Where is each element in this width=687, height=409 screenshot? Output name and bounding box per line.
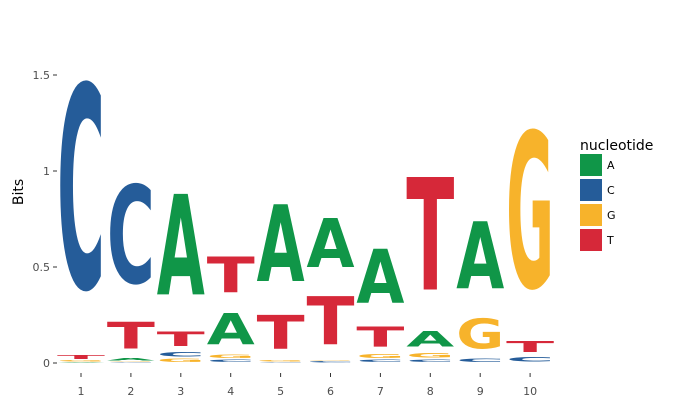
glyph-pos8-C: C: [406, 359, 454, 363]
glyph-pos3-T: T: [157, 328, 205, 351]
glyph-pos4-C: C: [207, 359, 255, 363]
legend-key-t: [580, 229, 602, 251]
glyph-pos6-T: T: [307, 285, 356, 361]
legend-key-a: [580, 154, 602, 176]
x-tick-label: 8: [427, 385, 434, 398]
glyph-pos5-C: C: [257, 362, 305, 363]
glyph-pos4-G: G: [207, 354, 255, 359]
x-tick-label: 3: [177, 385, 184, 398]
y-tick-label: 1: [43, 165, 50, 178]
glyph-pos2-C: C: [107, 362, 155, 363]
glyph-pos8-T: T: [406, 148, 454, 327]
glyph-pos1-T: T: [57, 354, 105, 360]
y-tick-label: 1.5: [33, 69, 51, 82]
x-tick-label: 2: [127, 385, 134, 398]
glyph-pos6-A: A: [307, 206, 355, 284]
y-axis-title: Bits: [11, 179, 27, 205]
glyph-pos3-G: G: [157, 358, 205, 363]
x-tick-label: 7: [377, 385, 384, 398]
x-tick-label: 6: [327, 385, 334, 398]
glyph-pos1-C: C: [57, 29, 105, 354]
glyph-pos2-G: G: [107, 361, 155, 362]
glyph-pos6-G: G: [307, 360, 355, 361]
axis-layer: 0 0.5 1 1.5 1 2 3 4 5 6 7 8 9 10: [33, 69, 538, 398]
legend-label-t: T: [606, 234, 614, 247]
legend-title: nucleotide: [580, 138, 653, 154]
glyph-pos7-G: G: [356, 353, 404, 359]
x-tick-label: 9: [477, 385, 484, 398]
glyph-pos10-C: C: [506, 355, 554, 363]
glyph-pos9-A: A: [456, 204, 504, 311]
glyph-pos9-C: C: [456, 358, 504, 363]
glyph-pos5-A: A: [257, 185, 305, 307]
y-tick-label: 0.5: [33, 261, 51, 274]
glyph-pos2-C: C: [107, 158, 155, 314]
glyph-pos10-T: T: [506, 338, 554, 355]
y-tick-label: 0: [43, 357, 50, 370]
glyph-pos3-A: A: [157, 168, 205, 328]
glyph-pos4-T: T: [207, 248, 256, 305]
glyph-pos2-A: A: [107, 357, 155, 361]
glyph-pos10-G: G: [506, 89, 554, 337]
legend-label-g: G: [607, 209, 616, 222]
glyph-pos7-A: A: [356, 236, 404, 322]
x-tick-label: 5: [277, 385, 284, 398]
glyph-pos7-C: C: [356, 359, 404, 363]
x-tick-label: 10: [523, 385, 537, 398]
glyph-pos7-T: T: [356, 321, 405, 354]
legend-label-c: C: [607, 184, 615, 197]
glyph-pos6-C: C: [307, 361, 355, 363]
glyph-pos9-G: G: [456, 310, 504, 358]
x-tick-label: 1: [78, 385, 85, 398]
glyph-pos8-A: A: [406, 327, 454, 352]
glyph-pos2-T: T: [107, 316, 155, 358]
glyph-pos5-G: G: [257, 360, 305, 362]
legend-key-g: [580, 204, 602, 226]
legend-key-c: [580, 179, 602, 201]
glyph-pos8-G: G: [406, 351, 454, 359]
glyph-pos1-A: A: [57, 362, 105, 363]
glyph-pos1-G: G: [57, 360, 105, 362]
glyph-pos4-A: A: [207, 305, 255, 355]
x-tick-label: 4: [227, 385, 234, 398]
glyph-pos3-C: C: [157, 351, 205, 359]
legend-label-a: A: [607, 159, 615, 172]
glyph-pos5-T: T: [257, 307, 306, 360]
